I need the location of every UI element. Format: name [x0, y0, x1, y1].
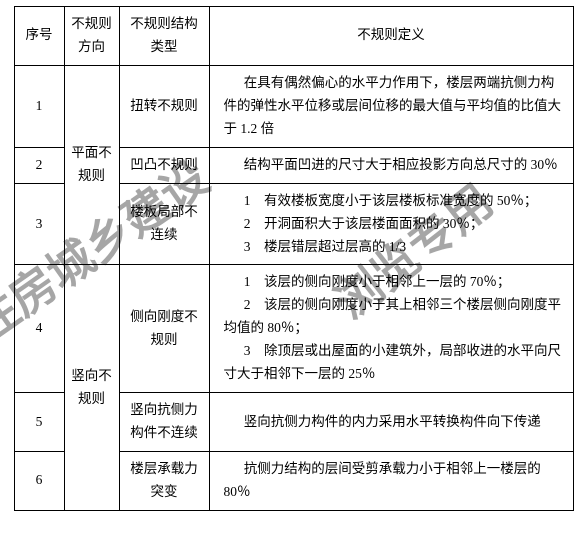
cell-seq: 2: [14, 147, 64, 183]
def-line: 1 有效楼板宽度小于该层楼板标准宽度的 50％；: [224, 190, 565, 213]
irregularity-table: 序号 不规则方向 不规则结构类型 不规则定义 1 平面不规则 扭转不规则 在具有…: [14, 6, 574, 511]
cell-def: 竖向抗侧力构件的内力采用水平转换构件向下传递: [209, 393, 573, 452]
col-dir-header: 不规则方向: [64, 7, 119, 66]
col-def-header: 不规则定义: [209, 7, 573, 66]
cell-type: 侧向刚度不规则: [119, 265, 209, 393]
cell-seq: 6: [14, 452, 64, 511]
cell-def: 结构平面凹进的尺寸大于相应投影方向总尺寸的 30％: [209, 147, 573, 183]
cell-type: 扭转不规则: [119, 65, 209, 147]
def-line: 3 除顶层或出屋面的小建筑外，局部收进的水平向尺寸大于相邻下一层的 25％: [224, 340, 565, 386]
cell-dir-vert: 竖向不规则: [64, 265, 119, 510]
cell-def: 在具有偶然偏心的水平力作用下，楼层两端抗侧力构件的弹性水平位移或层间位移的最大值…: [209, 65, 573, 147]
cell-seq: 1: [14, 65, 64, 147]
cell-def: 1 该层的侧向刚度小于相邻上一层的 70％； 2 该层的侧向刚度小于其上相邻三个…: [209, 265, 573, 393]
cell-dir-plane: 平面不规则: [64, 65, 119, 265]
cell-def: 抗侧力结构的层间受剪承载力小于相邻上一楼层的 80％: [209, 452, 573, 511]
cell-seq: 5: [14, 393, 64, 452]
def-line: 2 该层的侧向刚度小于其上相邻三个楼层侧向刚度平均值的 80％；: [224, 294, 565, 340]
def-line: 3 楼层错层超过层高的 1/3: [224, 236, 565, 259]
cell-seq: 3: [14, 183, 64, 265]
cell-type: 楼层承载力突变: [119, 452, 209, 511]
cell-type: 凹凸不规则: [119, 147, 209, 183]
def-line: 1 该层的侧向刚度小于相邻上一层的 70％；: [224, 271, 565, 294]
cell-seq: 4: [14, 265, 64, 393]
table-row: 1 平面不规则 扭转不规则 在具有偶然偏心的水平力作用下，楼层两端抗侧力构件的弹…: [14, 65, 573, 147]
def-line: 2 开洞面积大于该层楼面面积的 30％；: [224, 213, 565, 236]
table-row: 4 竖向不规则 侧向刚度不规则 1 该层的侧向刚度小于相邻上一层的 70％； 2…: [14, 265, 573, 393]
cell-def: 1 有效楼板宽度小于该层楼板标准宽度的 50％； 2 开洞面积大于该层楼面面积的…: [209, 183, 573, 265]
cell-type: 竖向抗侧力构件不连续: [119, 393, 209, 452]
col-seq-header: 序号: [14, 7, 64, 66]
table-header-row: 序号 不规则方向 不规则结构类型 不规则定义: [14, 7, 573, 66]
col-type-header: 不规则结构类型: [119, 7, 209, 66]
cell-type: 楼板局部不连续: [119, 183, 209, 265]
